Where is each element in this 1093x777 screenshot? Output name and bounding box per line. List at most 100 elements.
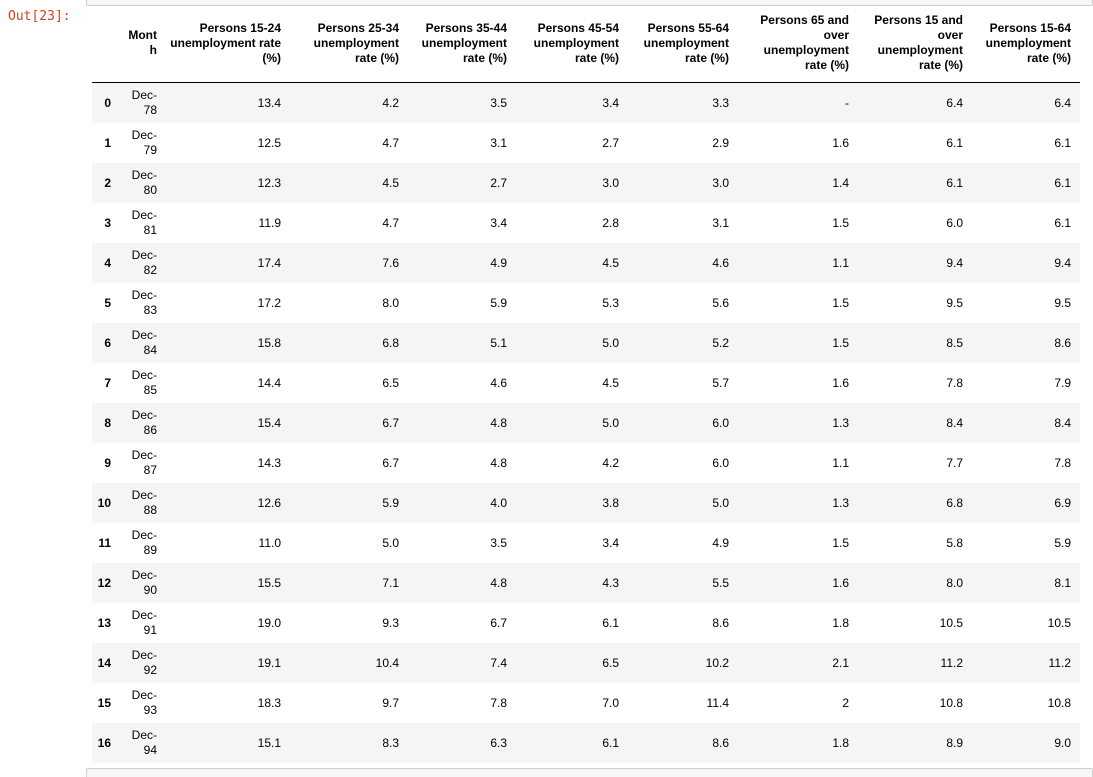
data-cell: 8.6 (1054, 335, 1071, 350)
data-cell: 4.2 (382, 95, 399, 110)
data-cell: 9.7 (382, 695, 399, 710)
table-row: 0 Dec-78 13.4 4.2 3.5 3.4 3.3 - 6.4 6.4 (92, 82, 1080, 123)
data-cell: 6.0 (712, 415, 729, 430)
data-cell: 12.3 (257, 175, 281, 190)
data-cell: 4.8 (490, 415, 507, 430)
table-row: 13 Dec-91 19.0 9.3 6.7 6.1 8.6 1.8 10.5 10.5 (92, 603, 1080, 643)
data-cell: 6.1 (946, 135, 963, 150)
data-cell: 5.0 (602, 335, 619, 350)
month-cell: Dec-89 (131, 528, 157, 557)
data-cell: 4.3 (602, 575, 619, 590)
month-cell: Dec-79 (131, 128, 157, 157)
data-cell: 8.3 (382, 735, 399, 750)
data-cell: 6.7 (490, 615, 507, 630)
data-cell: 7.8 (490, 695, 507, 710)
data-cell: 14.4 (257, 375, 281, 390)
data-cell: 1.6 (832, 375, 849, 390)
data-cell: 4.0 (490, 495, 507, 510)
data-cell: 4.8 (490, 575, 507, 590)
data-cell: 7.8 (946, 375, 963, 390)
data-cell: 8.4 (1054, 415, 1071, 430)
data-cell: 4.7 (382, 215, 399, 230)
data-cell: 5.3 (602, 295, 619, 310)
data-cell: 1.5 (832, 215, 849, 230)
data-cell: 1.8 (832, 615, 849, 630)
data-cell: 8.5 (946, 335, 963, 350)
data-cell: 2.7 (490, 175, 507, 190)
month-cell: Dec-92 (131, 648, 157, 677)
data-cell: 3.4 (490, 215, 507, 230)
data-cell: 10.5 (939, 615, 963, 630)
row-index: 10 (97, 495, 111, 510)
data-cell: 7.7 (946, 455, 963, 470)
month-cell: Dec-81 (131, 208, 157, 237)
data-cell: 8.4 (946, 415, 963, 430)
column-header: Persons 65 and over unemployment rate (%… (738, 4, 858, 83)
data-cell: 15.8 (257, 335, 281, 350)
data-cell: 9.4 (946, 255, 963, 270)
data-cell: 1.4 (832, 175, 849, 190)
data-cell: 19.1 (257, 655, 281, 670)
data-cell: 9.5 (946, 295, 963, 310)
data-cell: 15.1 (257, 735, 281, 750)
data-cell: 1.1 (832, 455, 849, 470)
data-cell: 4.5 (382, 175, 399, 190)
column-header: Persons 35-44 unemployment rate (%) (408, 4, 516, 83)
data-cell: 6.5 (602, 655, 619, 670)
data-cell: 8.0 (382, 295, 399, 310)
table-row: 14 Dec-92 19.1 10.4 7.4 6.5 10.2 2.1 11.2 11.2 (92, 643, 1080, 683)
next-cell-input-edge[interactable] (86, 768, 1093, 777)
data-cell: 3.1 (490, 135, 507, 150)
data-cell: 11.0 (258, 535, 281, 550)
data-cell: 4.8 (490, 455, 507, 470)
data-cell: 10.8 (939, 695, 963, 710)
table-body: 0 Dec-78 13.4 4.2 3.5 3.4 3.3 - 6.4 6.4 1 Dec-79 12.… (92, 82, 1080, 763)
data-cell: 2.1 (832, 655, 849, 670)
data-cell: 10.4 (375, 655, 399, 670)
data-cell: 1.5 (832, 535, 849, 550)
data-cell: 7.6 (382, 255, 399, 270)
row-index: 15 (97, 695, 111, 710)
row-index: 8 (104, 415, 111, 430)
table-row: 8 Dec-86 15.4 6.7 4.8 5.0 6.0 1.3 8.4 8.4 (92, 403, 1080, 443)
row-index: 3 (104, 215, 111, 230)
row-index: 6 (104, 335, 111, 350)
data-cell: 12.5 (257, 135, 281, 150)
data-cell: 1.5 (832, 335, 849, 350)
data-cell: 3.4 (602, 95, 619, 110)
data-cell: 8.6 (712, 615, 729, 630)
data-cell: 1.1 (832, 255, 849, 270)
data-cell: 7.0 (602, 695, 619, 710)
header-row: Month Persons 15-24 unemployment rate (%)… (92, 4, 1080, 83)
data-cell: 3.8 (602, 495, 619, 510)
month-cell: Dec-83 (131, 288, 157, 317)
data-cell: 7.8 (1054, 455, 1071, 470)
data-cell: 11.2 (940, 655, 963, 670)
table-row: 3 Dec-81 11.9 4.7 3.4 2.8 3.1 1.5 6.0 6.1 (92, 203, 1080, 243)
data-cell: 2.8 (602, 215, 619, 230)
dataframe-output-area[interactable]: Month Persons 15-24 unemployment rate (%)… (92, 4, 1080, 763)
row-index: 4 (104, 255, 111, 270)
data-cell: 8.0 (946, 575, 963, 590)
table-row: 15 Dec-93 18.3 9.7 7.8 7.0 11.4 2 10.8 10.8 (92, 683, 1080, 723)
data-cell: 15.5 (257, 575, 281, 590)
column-header: Persons 45-54 unemployment rate (%) (516, 4, 628, 83)
data-cell: 5.0 (712, 495, 729, 510)
month-cell: Dec-93 (131, 688, 157, 717)
data-cell: 5.9 (1054, 535, 1071, 550)
month-cell: Dec-91 (131, 608, 157, 637)
data-cell: 6.3 (490, 735, 507, 750)
row-index: 7 (104, 375, 111, 390)
data-cell: 6.1 (602, 615, 619, 630)
data-cell: 2.9 (712, 135, 729, 150)
data-cell: 1.6 (832, 575, 849, 590)
table-row: 5 Dec-83 17.2 8.0 5.9 5.3 5.6 1.5 9.5 9.5 (92, 283, 1080, 323)
column-header: Persons 15-64 unemployment rate (%) (972, 4, 1080, 83)
data-cell: 10.5 (1047, 615, 1071, 630)
data-cell: 6.4 (946, 95, 963, 110)
data-cell: 6.0 (712, 455, 729, 470)
data-cell: 8.6 (712, 735, 729, 750)
data-cell: 6.1 (946, 175, 963, 190)
data-cell: 6.8 (382, 335, 399, 350)
data-cell: 18.3 (257, 695, 281, 710)
